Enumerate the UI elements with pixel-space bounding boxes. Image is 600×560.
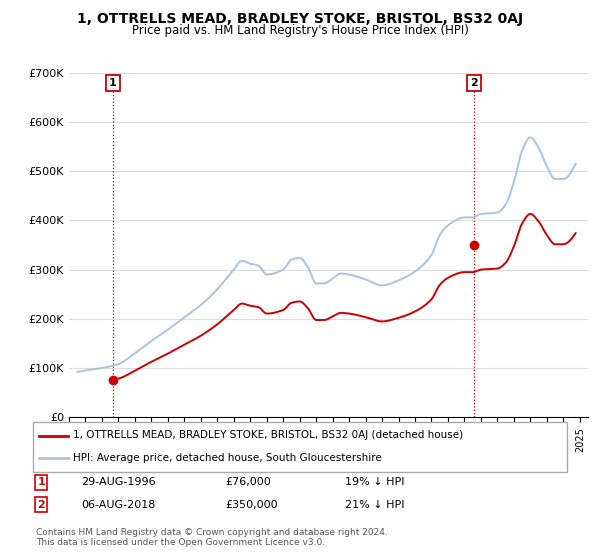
Text: 1, OTTRELLS MEAD, BRADLEY STOKE, BRISTOL, BS32 0AJ (detached house): 1, OTTRELLS MEAD, BRADLEY STOKE, BRISTOL… <box>73 430 463 440</box>
Text: Price paid vs. HM Land Registry's House Price Index (HPI): Price paid vs. HM Land Registry's House … <box>131 24 469 37</box>
Text: 2: 2 <box>470 78 478 88</box>
Text: £350,000: £350,000 <box>225 500 278 510</box>
Text: £76,000: £76,000 <box>225 477 271 487</box>
Text: Contains HM Land Registry data © Crown copyright and database right 2024.
This d: Contains HM Land Registry data © Crown c… <box>36 528 388 547</box>
Text: 29-AUG-1996: 29-AUG-1996 <box>81 477 155 487</box>
Text: 1, OTTRELLS MEAD, BRADLEY STOKE, BRISTOL, BS32 0AJ: 1, OTTRELLS MEAD, BRADLEY STOKE, BRISTOL… <box>77 12 523 26</box>
FancyBboxPatch shape <box>33 422 567 472</box>
Text: HPI: Average price, detached house, South Gloucestershire: HPI: Average price, detached house, Sout… <box>73 453 382 463</box>
Text: 06-AUG-2018: 06-AUG-2018 <box>81 500 155 510</box>
Text: 1: 1 <box>37 477 45 487</box>
Text: 21% ↓ HPI: 21% ↓ HPI <box>345 500 404 510</box>
Text: 19% ↓ HPI: 19% ↓ HPI <box>345 477 404 487</box>
Text: 2: 2 <box>37 500 45 510</box>
Text: 1: 1 <box>109 78 117 88</box>
